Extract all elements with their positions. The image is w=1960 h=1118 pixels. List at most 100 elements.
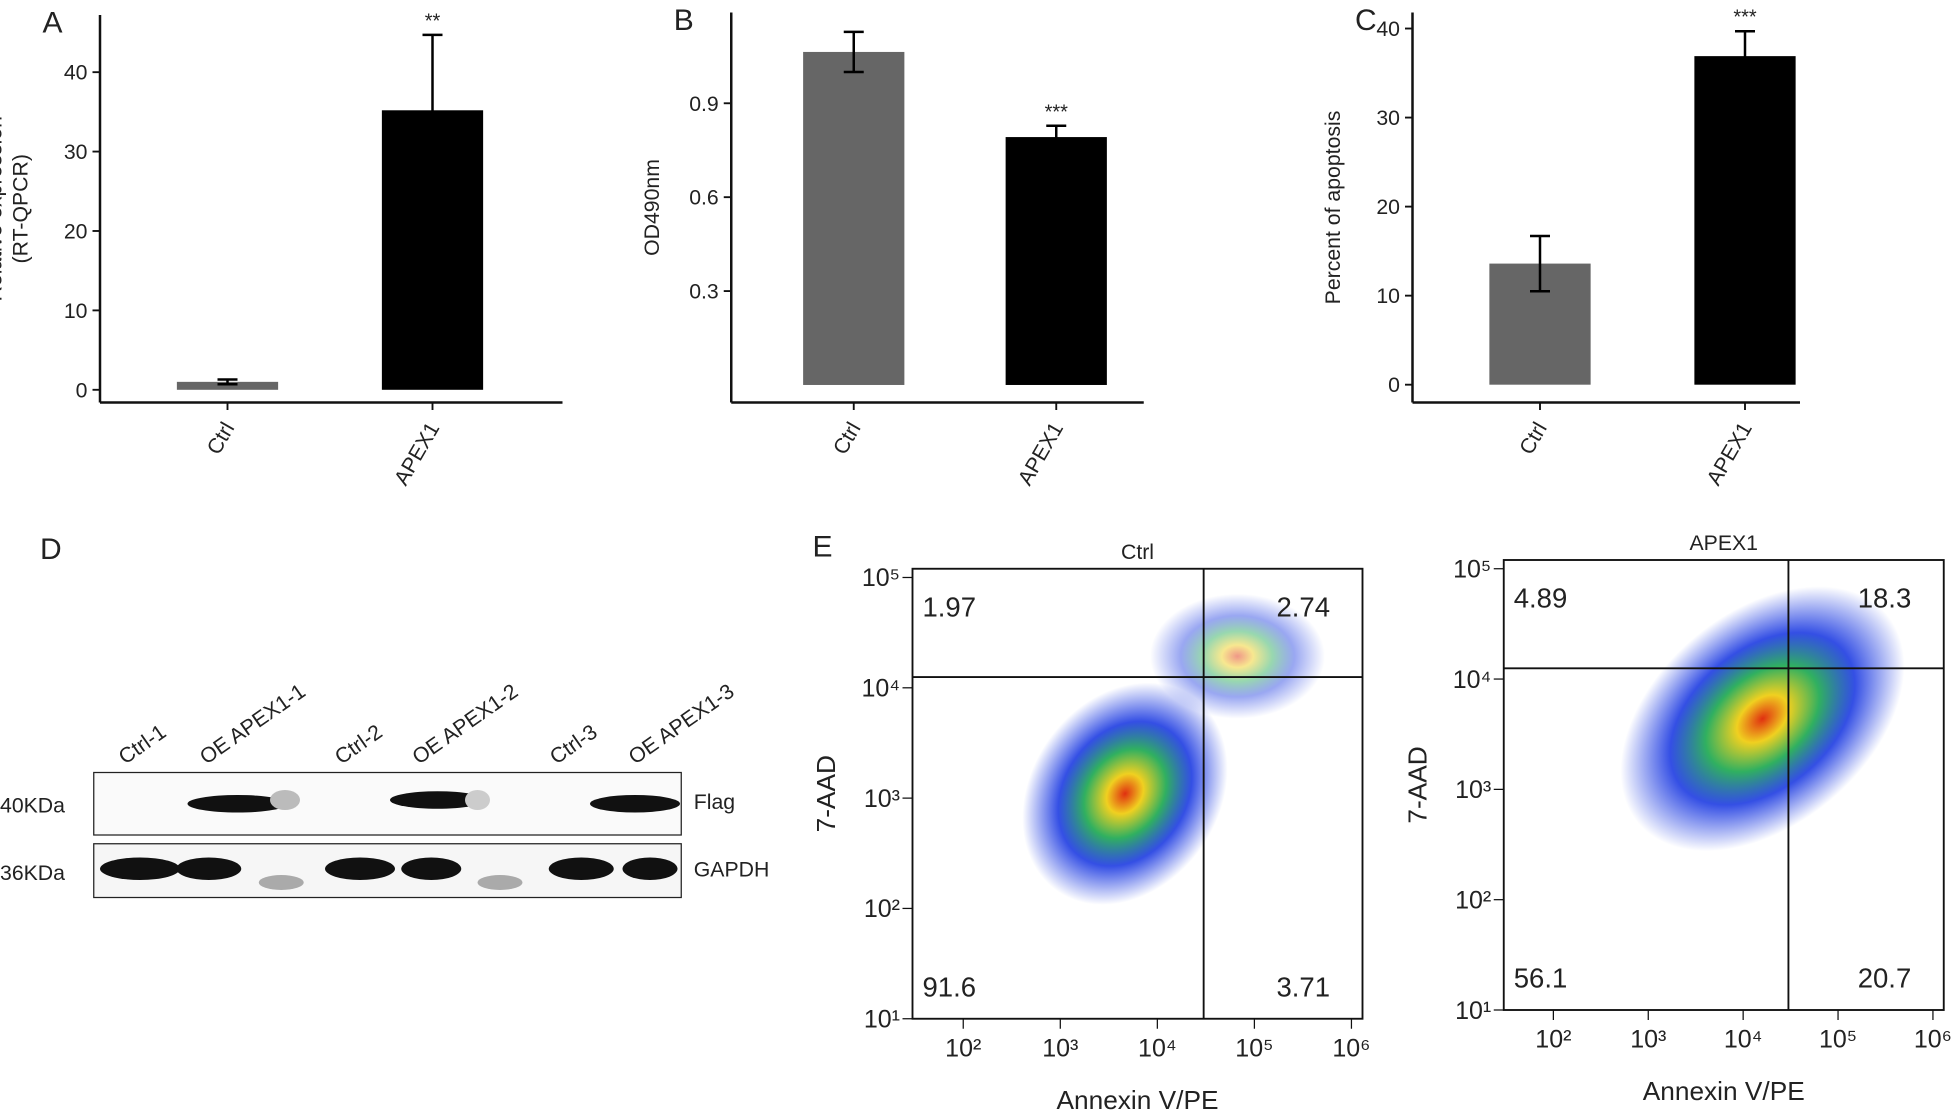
y-axis-label: Relative expression (RT-QPCR) [0,116,33,301]
y-tick-label: 10⁴ [1453,666,1492,694]
y-tick-label: 0.9 [689,92,719,116]
band [187,795,288,813]
x-tick-label: 10⁶ [1914,1026,1952,1054]
bar [1694,56,1796,385]
y-tick-label: 10⁵ [1453,555,1491,583]
y-tick-label: 0 [76,378,88,402]
y-tick-label: 10⁴ [861,675,900,703]
y-tick-label: 0.6 [689,186,719,210]
band [477,875,523,890]
density-cloud [1620,586,1905,852]
y-axis-label-line: Percent of apoptosis [1321,111,1345,305]
density-cloud [1022,682,1228,905]
y-axis-label-line: (RT-QPCR) [9,154,33,263]
x-tick-label: APEX1 [1702,418,1757,489]
y-axis-label-line: Relative expression [0,116,6,301]
lane-label: OE APEX1-1 [195,679,309,769]
y-tick-label: 10¹ [1455,997,1491,1025]
y-tick-label: 30 [1376,106,1400,130]
density-cloud [1150,593,1325,719]
y-tick-label: 10 [1376,284,1400,308]
y-tick-label: 30 [64,140,88,164]
y-axis-label: Percent of apoptosis [1321,111,1345,305]
y-axis-label-line: OD490nm [640,159,664,256]
lane-label: Ctrl-1 [114,720,170,769]
x-tick-label: 10⁴ [1138,1034,1177,1062]
y-tick-label: 10² [1455,886,1491,914]
lane-label: OE APEX1-2 [408,679,522,769]
x-tick-label: Ctrl [1515,418,1552,459]
band [176,857,242,880]
quadrant-value: 1.97 [923,591,977,622]
y-axis-label: 7-AAD [811,755,841,832]
x-axis-label: Annexin V/PE [1057,1085,1219,1115]
band [622,857,678,880]
panel-letter: B [674,4,694,37]
quadrant-value: 2.74 [1276,591,1330,622]
y-tick-label: 10² [864,895,900,923]
panel-letter: E [813,530,833,563]
y-tick-label: 10¹ [864,1006,900,1034]
bar [1005,137,1107,385]
significance: *** [1733,7,1757,29]
band [390,791,485,809]
lane-label: Ctrl-3 [545,720,601,769]
quadrant-value: 18.3 [1858,583,1912,614]
x-tick-label: 10⁵ [1819,1026,1857,1054]
x-tick-label: Ctrl [202,418,239,459]
y-tick-label: 40 [64,61,88,85]
plot-title: Ctrl [1121,540,1154,564]
y-tick-label: 0.3 [689,280,719,304]
y-tick-label: 40 [1376,17,1400,41]
band [270,790,301,810]
band [590,795,680,813]
x-tick-label: 10³ [1042,1034,1078,1062]
x-tick-label: 10⁴ [1724,1026,1763,1054]
x-tick-label: 10⁶ [1332,1034,1370,1062]
x-tick-label: 10³ [1630,1026,1666,1054]
x-tick-label: APEX1 [1013,418,1068,489]
bar [176,381,279,390]
y-tick-label: 10⁵ [862,564,900,592]
y-tick-label: 20 [64,219,88,243]
band [325,857,396,880]
significance: *** [1045,101,1069,123]
bar [803,51,905,385]
quadrant-value: 3.71 [1276,971,1330,1002]
lane-label: OE APEX1-3 [624,679,738,769]
quadrant-value: 56.1 [1514,963,1568,994]
panel-letter: C [1355,4,1377,37]
plot-title: APEX1 [1689,531,1758,555]
x-tick-label: Ctrl [828,418,865,459]
plot-frame [911,567,1364,1020]
plot-frame [1502,559,1945,1011]
quadrant-value: 91.6 [923,971,977,1002]
panel-letter: A [43,7,63,40]
panel-letter: D [40,533,62,566]
size-label: 36KDa [0,861,65,885]
y-tick-label: 10³ [864,785,900,813]
band [100,857,181,880]
x-tick-label: 10⁵ [1235,1034,1273,1062]
y-tick-label: 20 [1376,195,1400,219]
y-axis-label: OD490nm [640,159,664,256]
blot [93,771,682,899]
y-tick-label: 10³ [1455,776,1491,804]
y-tick-label: 10 [64,299,88,323]
protein-label: Flag [694,790,735,814]
x-axis-label: Annexin V/PE [1643,1076,1805,1106]
lane-label: Ctrl-2 [330,720,386,769]
x-tick-label: APEX1 [389,418,444,489]
quadrant-value: 4.89 [1514,583,1568,614]
band [548,857,614,880]
band [401,857,462,880]
y-axis-label: 7-AAD [1402,746,1432,823]
x-tick-label: 10² [1535,1026,1571,1054]
size-label: 40KDa [0,793,65,817]
protein-label: GAPDH [694,857,770,881]
y-tick-label: 0 [1388,373,1400,397]
band [465,790,490,810]
quadrant-value: 20.7 [1858,963,1912,994]
